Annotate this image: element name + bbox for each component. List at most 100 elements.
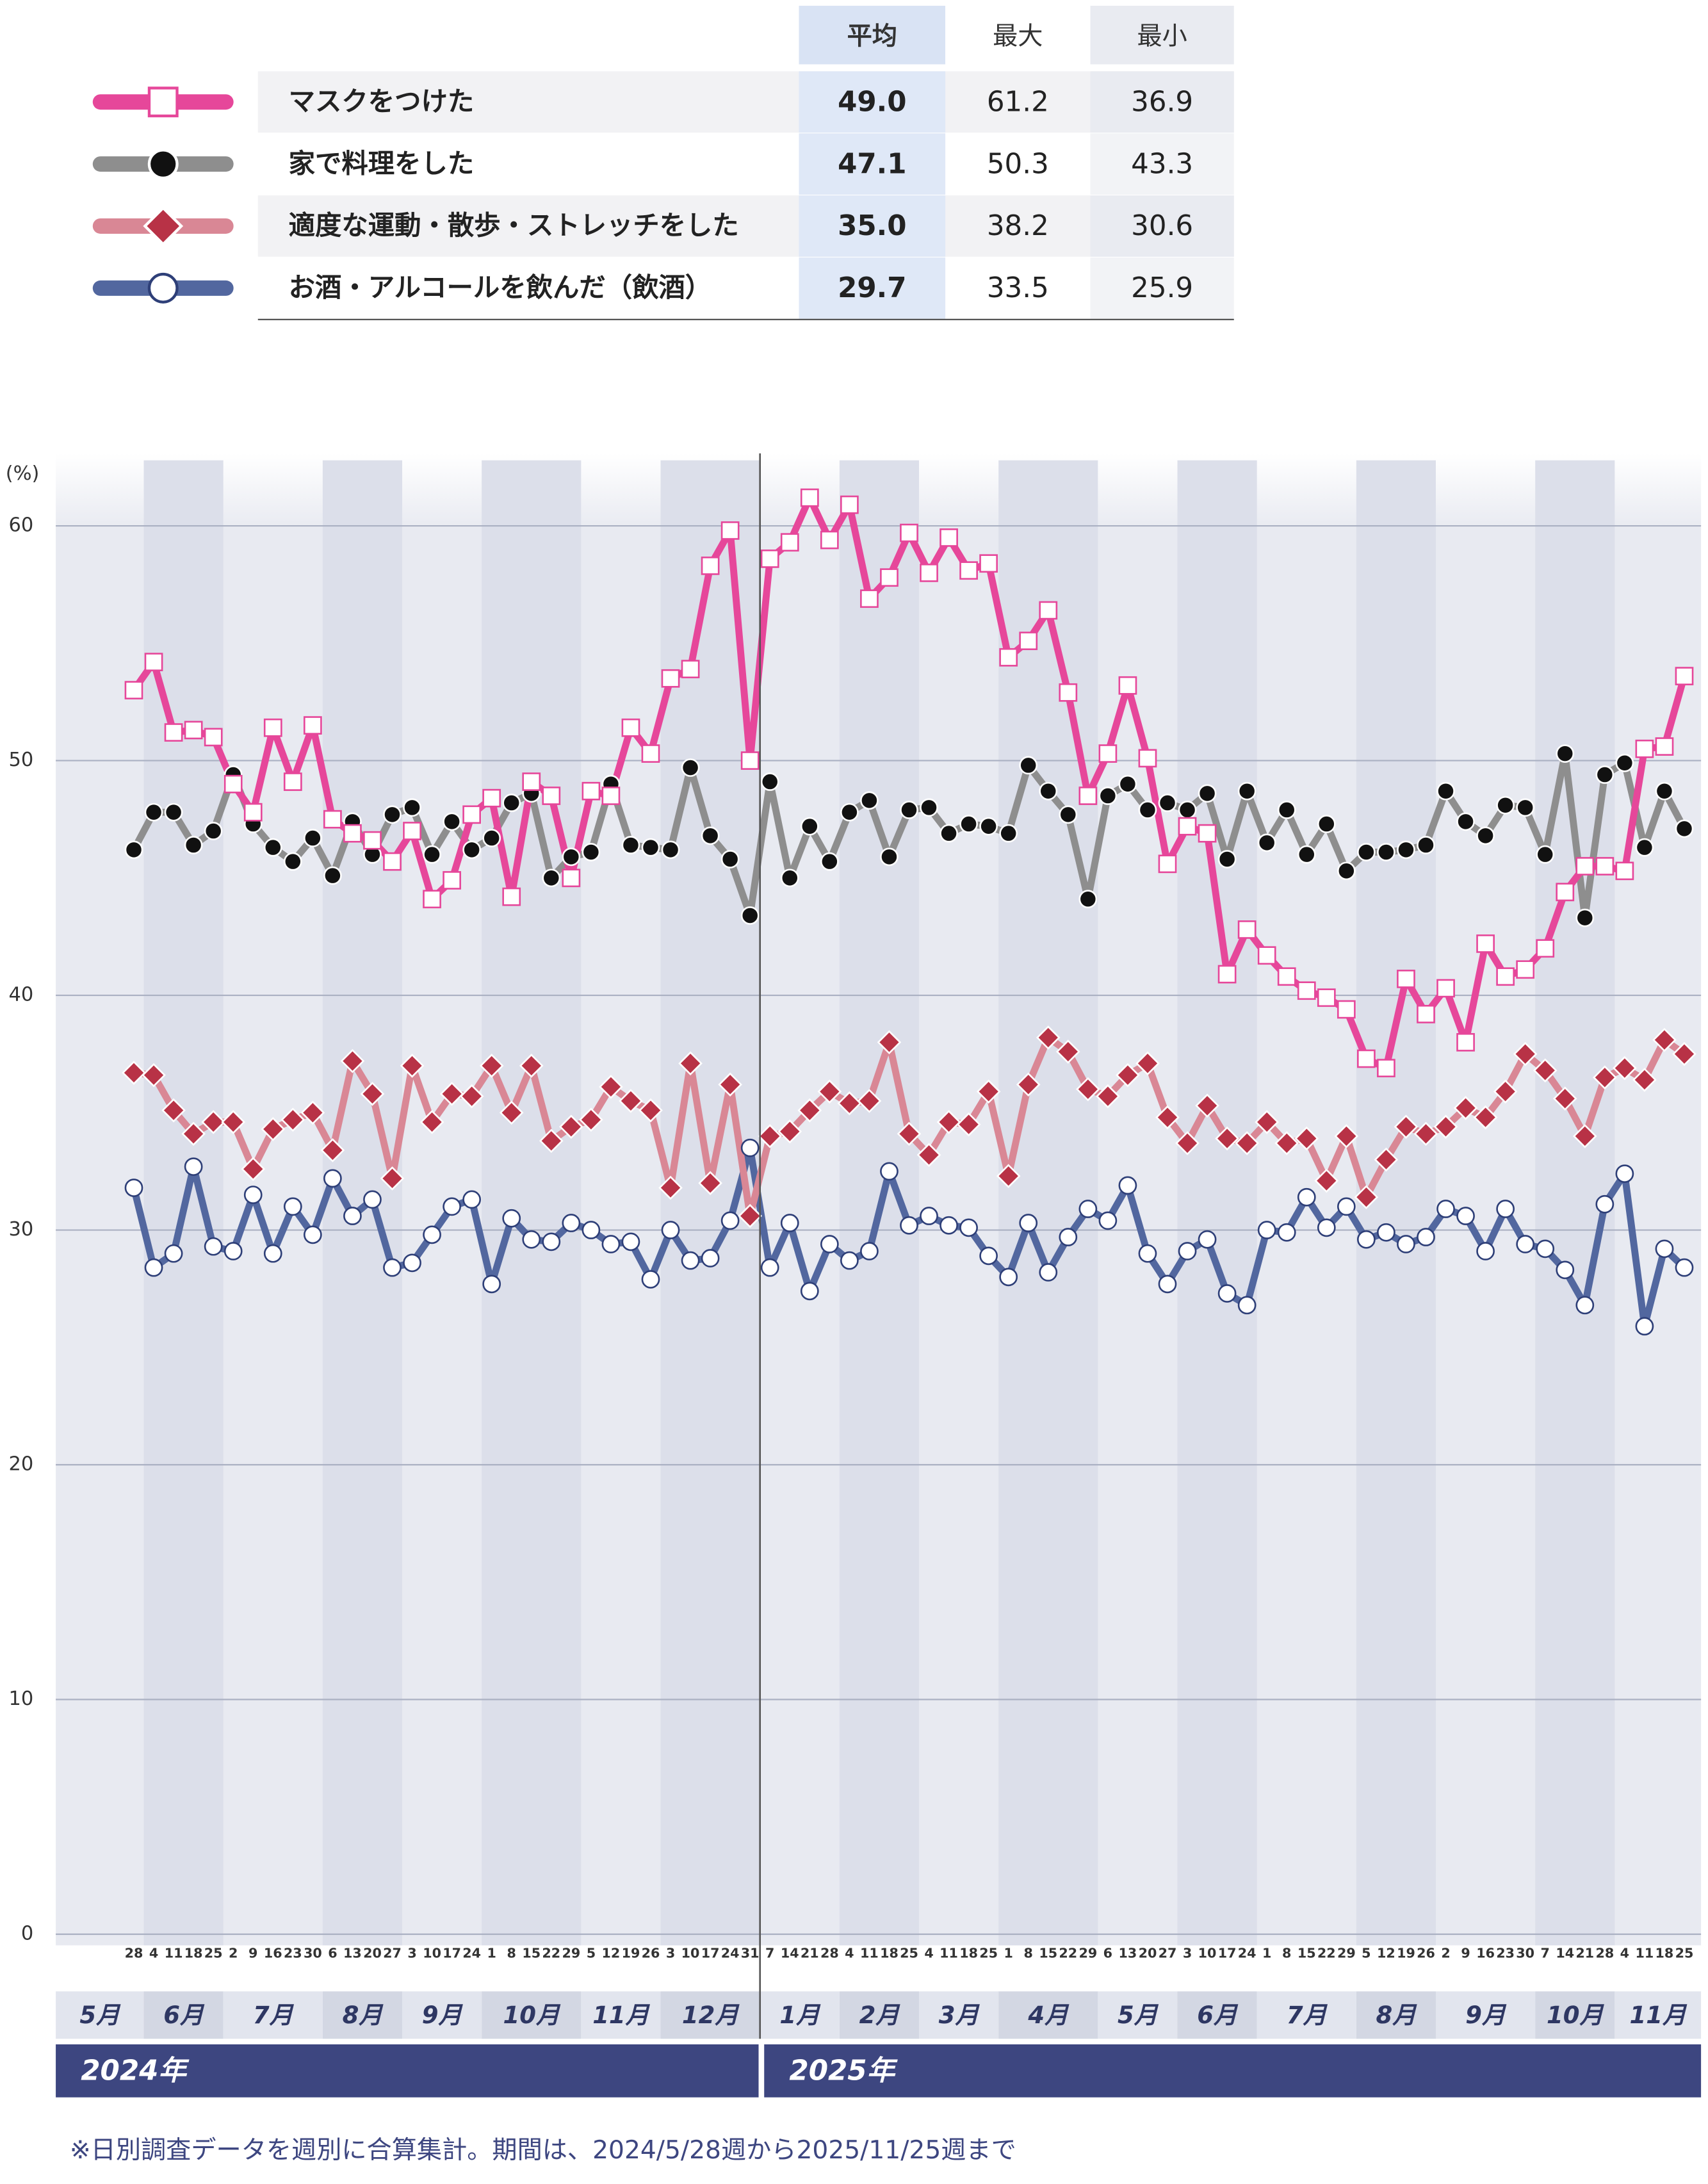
marker [916,1143,941,1168]
marker [601,786,621,805]
marker [562,868,581,888]
marker [1155,1105,1180,1130]
table-avg-cell [799,195,946,257]
month-cell [1535,1991,1615,2039]
legend-marker [143,206,184,247]
marker [777,1119,802,1144]
y-tick-label: 50 [8,749,33,771]
marker [502,887,521,906]
marker [502,1209,521,1228]
marker [897,1121,922,1146]
marker [403,798,421,817]
marker [979,817,998,836]
marker [144,1258,163,1277]
x-tick-label: 20 [1139,1945,1157,1960]
marker [1672,1041,1696,1066]
marker [343,1207,362,1225]
marker [1016,1072,1041,1097]
marker [542,786,561,805]
x-tick-label: 21 [801,1945,819,1960]
month-label: 9月 [1465,2001,1507,2029]
marker [1556,883,1575,902]
marker [1397,970,1415,988]
marker [204,1237,223,1256]
marker [1536,939,1555,958]
marker [1198,1230,1217,1249]
marker [1195,1093,1219,1118]
marker [1217,1284,1237,1303]
marker [760,772,779,791]
marker [1098,744,1118,763]
month-cell [322,1991,403,2039]
marker [343,824,362,843]
marker [1098,786,1118,805]
marker [920,798,938,817]
marker [124,1178,143,1197]
month-cell [143,1991,224,2039]
month-label: 8月 [343,2001,384,2029]
x-axis: 5月 6月 7月 8月 9月 10月 11月 12月 1月 2月 3月 4月 5月 6月 7月 8月 9月 10月… [56,453,1702,2098]
marker [678,1051,703,1076]
grid: 0 10 20 30 40 50 60 [8,514,1702,1944]
marker [243,803,263,822]
month-label: 11月 [592,2001,650,2029]
marker [1397,1235,1415,1253]
marker [979,554,998,573]
x-tick-label: 28 [820,1945,839,1960]
x-tick-label: 4 [845,1945,854,1960]
x-tick-label: 31 [741,1945,760,1960]
x-tick-label: 29 [1078,1945,1097,1960]
x-tick-label: 28 [125,1945,143,1960]
marker [340,1048,365,1073]
marker [1675,667,1694,686]
month-cell [660,1991,760,2039]
month-label: 10月 [503,2001,561,2029]
marker [582,843,601,861]
table-value: 25.9 [1131,272,1193,304]
marker [124,840,143,860]
x-tick-label: 12 [602,1945,621,1960]
x-tick-label: 3 [407,1945,416,1960]
x-tick-label: 19 [1397,1945,1415,1960]
marker [1456,1032,1475,1052]
marker [939,1216,958,1235]
marker [900,1216,918,1235]
month-cell [839,1991,920,2039]
x-tick-label: 10 [681,1945,700,1960]
table-header: 最小 [1137,22,1187,51]
table-header-cell [945,6,1091,65]
marker [1297,1187,1316,1207]
x-tick-label: 15 [522,1945,541,1960]
marker [1613,1055,1637,1080]
marker [1277,801,1296,819]
marker [880,568,899,587]
x-tick-label: 22 [1317,1945,1336,1960]
marker [720,1211,740,1230]
x-tick-label: 6 [328,1945,337,1960]
marker [820,1235,839,1253]
marker [142,1063,166,1088]
marker [363,1190,382,1209]
month-band [1177,460,1257,1946]
marker [601,1235,621,1253]
marker [820,530,839,550]
marker [1675,819,1694,838]
marker [758,1124,783,1148]
marker [1019,632,1038,651]
marker [1257,1221,1276,1239]
marker [1655,737,1674,756]
month-cell [1356,1991,1436,2039]
marker [1655,1239,1674,1259]
marker [323,866,342,885]
marker [939,824,958,843]
marker [300,1100,325,1125]
marker [363,831,382,850]
marker [423,845,441,864]
marker [403,822,421,840]
marker [1476,934,1495,953]
month-cell [760,1991,840,2039]
table-row [257,71,1234,133]
marker [920,564,938,582]
table-min-cell [1090,257,1234,319]
